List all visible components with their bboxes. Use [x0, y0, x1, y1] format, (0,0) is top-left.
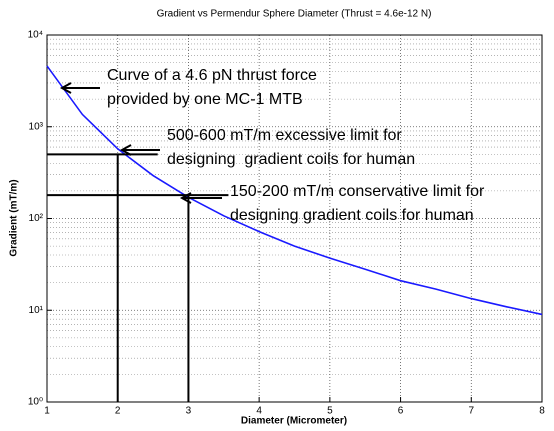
x-tick-label: 1	[44, 406, 50, 417]
y-tick-label: 10²	[29, 213, 44, 224]
x-tick-label: 3	[186, 406, 192, 417]
plot-frame	[46, 34, 543, 403]
y-axis-label: Gradient (mT/m)	[9, 179, 20, 256]
arrow-head	[179, 192, 192, 204]
line	[46, 65, 543, 316]
x-tick-label: 5	[327, 406, 333, 417]
chart-title: Gradient vs Permendur Sphere Diameter (T…	[157, 9, 432, 20]
y-tick-label: 10⁴	[28, 30, 43, 41]
y-tick-label: 10¹	[29, 305, 44, 316]
x-tick-label: 7	[469, 406, 475, 417]
arrow-head	[119, 144, 132, 156]
annotation: designing gradient coils for human	[230, 207, 474, 224]
annotation: designing gradient coils for human	[167, 151, 415, 168]
annotation: 500-600 mT/m excessive limit for	[167, 127, 402, 144]
annotation: 150-200 mT/m conservative limit for	[230, 183, 485, 200]
annotation: provided by one MC-1 MTB	[107, 91, 303, 108]
annotation: Curve of a 4.6 pN thrust force	[107, 67, 317, 84]
arrow-head	[59, 82, 72, 94]
x-tick-label: 2	[115, 406, 121, 417]
y-tick-label: 10⁰	[28, 397, 43, 408]
x-tick-label: 8	[539, 406, 545, 417]
x-tick-label: 4	[256, 406, 262, 417]
y-tick-label: 10³	[29, 121, 44, 132]
x-tick-label: 6	[398, 406, 404, 417]
x-axis-label: Diameter (Micrometer)	[241, 416, 347, 427]
